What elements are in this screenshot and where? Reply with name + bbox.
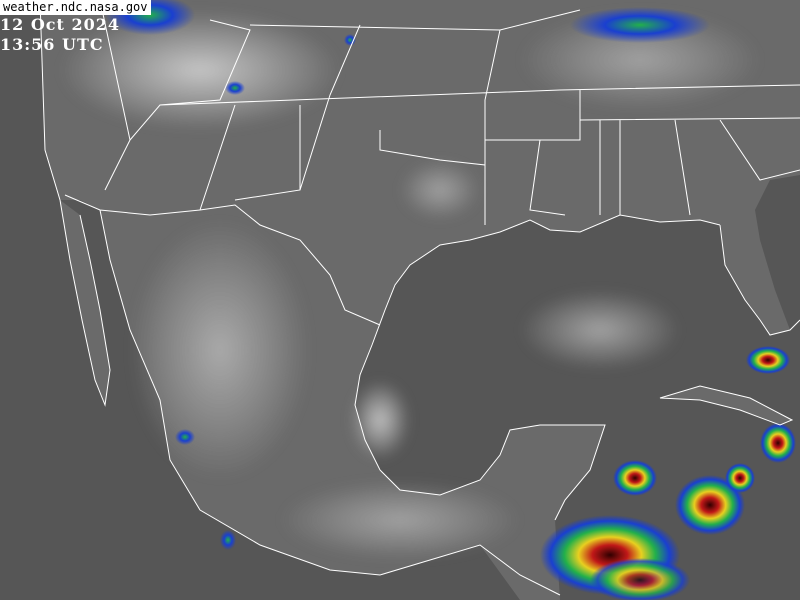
coastline [354, 214, 721, 521]
mexico-pacific-coast [99, 209, 561, 596]
date-label: 12 Oct 2024 [0, 15, 121, 34]
time-label: 13:56 UTC [0, 35, 104, 54]
land-cuba [660, 386, 792, 425]
cloud-cover [60, 10, 760, 560]
cuba-coast [659, 385, 794, 426]
state-lines [99, 0, 800, 225]
baja-coast [59, 199, 111, 407]
land-baja [60, 200, 110, 405]
political-borders [39, 0, 800, 596]
florida-coast [719, 224, 800, 336]
california-coast [39, 0, 61, 201]
us-mexico-border [64, 194, 381, 326]
source-label: weather.ndc.nasa.gov [0, 0, 151, 15]
